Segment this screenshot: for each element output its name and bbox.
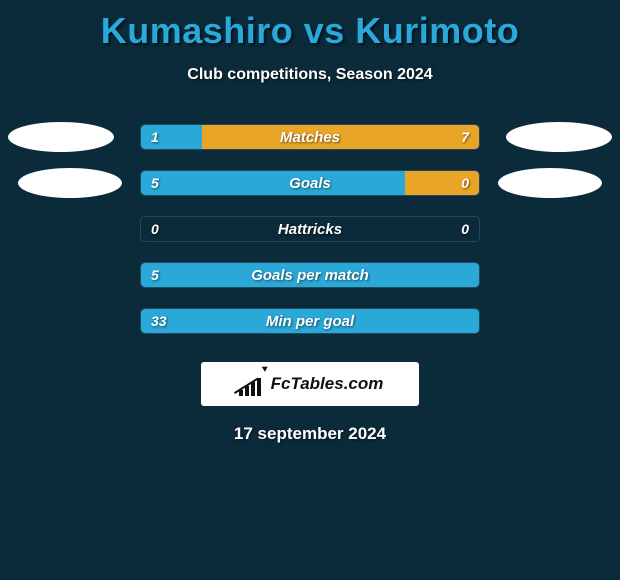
stat-bar-track: 33Min per goal: [140, 308, 480, 334]
stat-bar-track: 5Goals per match: [140, 262, 480, 288]
player-avatar-left: [8, 122, 114, 152]
page-title: Kumashiro vs Kurimoto: [0, 0, 620, 52]
stat-bar-fill-right: [405, 171, 479, 195]
brand-name: FcTables.com: [271, 374, 384, 394]
stat-bar-track: 0 0Hattricks: [140, 216, 480, 242]
stat-label: Hattricks: [141, 217, 479, 241]
stat-value-right: 0: [451, 217, 479, 241]
stat-value-left: 0: [141, 217, 169, 241]
stat-bar-fill-left: [141, 263, 479, 287]
stat-bar-fill-left: [141, 171, 405, 195]
footer-date: 17 september 2024: [0, 424, 620, 444]
stat-row: 5Goals per match: [0, 252, 620, 298]
stat-bar-fill-left: [141, 125, 202, 149]
player-avatar-right: [498, 168, 602, 198]
stat-bar-track: 17Matches: [140, 124, 480, 150]
stat-bar-fill-left: [141, 309, 479, 333]
player-avatar-right: [506, 122, 612, 152]
stat-row: 33Min per goal: [0, 298, 620, 344]
brand-badge: FcTables.com: [201, 362, 419, 406]
stat-bar-fill-right: [202, 125, 479, 149]
stat-bar-track: 50Goals: [140, 170, 480, 196]
bar-chart-arrow-icon: [237, 372, 265, 396]
stats-container: 17Matches 50Goals 0 0Hattricks 5Goals per ma…: [0, 114, 620, 344]
stat-row: 17Matches: [0, 114, 620, 160]
player-avatar-left: [18, 168, 122, 198]
stat-row: 0 0Hattricks: [0, 206, 620, 252]
stat-row: 50Goals: [0, 160, 620, 206]
page-subtitle: Club competitions, Season 2024: [0, 66, 620, 84]
